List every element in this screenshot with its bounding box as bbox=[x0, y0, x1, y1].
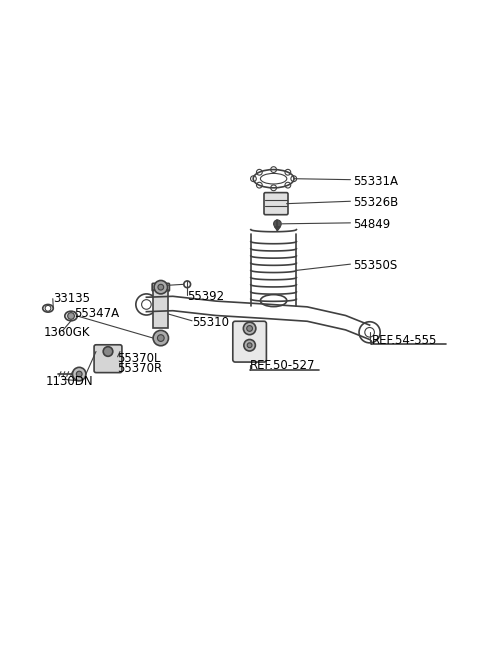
Text: 55392: 55392 bbox=[187, 290, 224, 303]
Text: 55326B: 55326B bbox=[353, 196, 398, 209]
Circle shape bbox=[153, 330, 168, 346]
Ellipse shape bbox=[65, 311, 77, 321]
Text: 1360GK: 1360GK bbox=[43, 326, 90, 339]
Text: REF.50-527: REF.50-527 bbox=[250, 360, 315, 373]
Circle shape bbox=[247, 326, 252, 331]
Circle shape bbox=[68, 312, 74, 320]
Polygon shape bbox=[275, 227, 280, 231]
Text: REF.54-555: REF.54-555 bbox=[372, 334, 437, 347]
Circle shape bbox=[243, 322, 256, 335]
FancyBboxPatch shape bbox=[152, 284, 169, 291]
Circle shape bbox=[154, 280, 168, 294]
Text: 1130DN: 1130DN bbox=[46, 375, 93, 388]
Text: 55370L: 55370L bbox=[118, 352, 161, 365]
Text: 55350S: 55350S bbox=[353, 259, 397, 272]
Circle shape bbox=[76, 371, 82, 377]
FancyBboxPatch shape bbox=[264, 193, 288, 215]
Circle shape bbox=[274, 220, 281, 228]
Circle shape bbox=[247, 343, 252, 348]
Bar bbox=[153, 290, 168, 328]
Text: 54849: 54849 bbox=[353, 218, 390, 231]
Text: 33135: 33135 bbox=[53, 292, 90, 305]
Circle shape bbox=[103, 346, 113, 356]
Circle shape bbox=[72, 367, 86, 381]
FancyBboxPatch shape bbox=[233, 321, 266, 362]
FancyBboxPatch shape bbox=[94, 345, 122, 373]
Text: 55347A: 55347A bbox=[74, 307, 120, 320]
Text: 55331A: 55331A bbox=[353, 175, 398, 187]
Circle shape bbox=[158, 284, 164, 290]
Text: 55370R: 55370R bbox=[118, 362, 163, 375]
Circle shape bbox=[157, 335, 164, 341]
Circle shape bbox=[244, 339, 255, 351]
Text: 55310: 55310 bbox=[192, 316, 229, 329]
